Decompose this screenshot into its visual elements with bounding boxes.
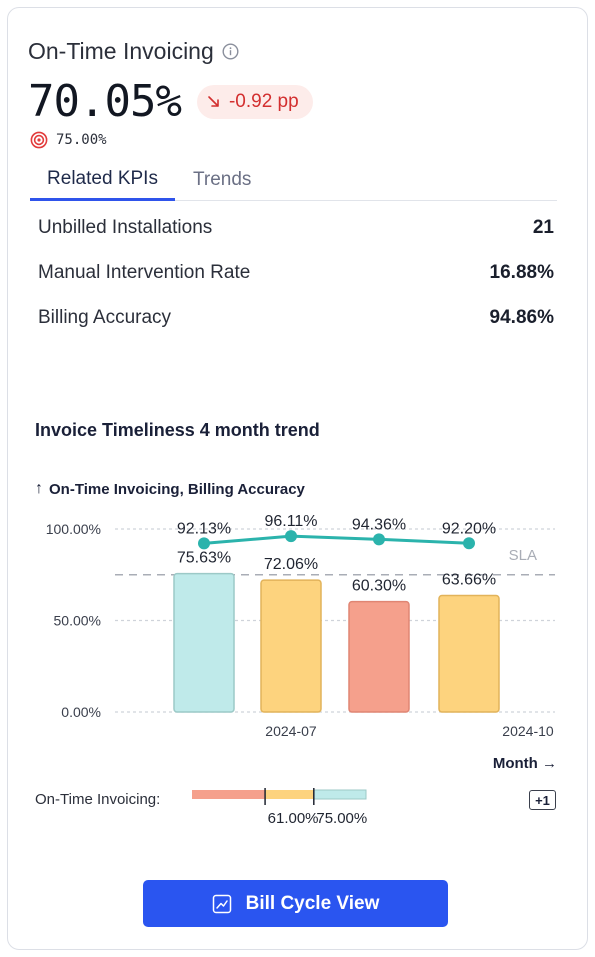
bar [348, 600, 410, 713]
arrow-up-icon: ↑ [35, 480, 43, 497]
bar-data-label: 72.06% [264, 556, 318, 573]
related-kpi-list: Unbilled Installations 21 Manual Interve… [38, 205, 554, 340]
kpi-row-billing-accuracy[interactable]: Billing Accuracy 94.86% [38, 295, 554, 340]
bar-data-label: 63.66% [442, 572, 496, 589]
line-point [285, 530, 297, 543]
kpi-row-value: 16.88% [489, 261, 554, 283]
kpi-current-value: 70.05% [28, 76, 182, 127]
threshold-segment-warn [265, 790, 314, 799]
kpi-value-row: 70.05% -0.92 pp [28, 76, 313, 127]
chart-icon [212, 894, 231, 913]
bar [173, 572, 235, 713]
tab-related-kpis[interactable]: Related KPIs [30, 160, 175, 201]
kpi-row-value: 94.86% [489, 306, 554, 328]
threshold-segment-good [313, 789, 367, 800]
series-caption: ↑ On-Time Invoicing, Billing Accuracy [35, 480, 305, 498]
y-tick-label: 0.00% [61, 704, 101, 720]
delta-badge: -0.92 pp [196, 84, 313, 119]
kpi-row-manual-intervention-rate[interactable]: Manual Intervention Rate 16.88% [38, 250, 554, 295]
y-tick-label: 50.00% [54, 613, 101, 629]
kpi-row-label: Billing Accuracy [38, 306, 172, 328]
line-point [373, 533, 385, 546]
target-row: 75.00% [30, 131, 107, 149]
bar-data-label: 75.63% [177, 550, 231, 567]
target-value: 75.00% [56, 132, 107, 148]
x-tick-label: 2024-10 [502, 723, 554, 739]
delta-value: -0.92 pp [228, 90, 299, 112]
trend-chart: 0.00% 50.00% 100.00% SLA 75.63% 72.06% 60.30% 6… [46, 513, 555, 827]
line-point [463, 537, 475, 550]
x-tick-label: 2024-07 [265, 723, 317, 739]
line-data-label: 94.36% [352, 516, 406, 533]
info-icon[interactable] [222, 43, 239, 60]
bar [260, 579, 322, 713]
kpi-row-label: Manual Intervention Rate [38, 261, 251, 283]
trend-section-title: Invoice Timeliness 4 month trend [35, 420, 320, 440]
sla-label: SLA [509, 547, 537, 564]
kpi-row-unbilled-installations[interactable]: Unbilled Installations 21 [38, 205, 554, 250]
threshold-segment-bad [192, 790, 266, 799]
series-caption-text: On-Time Invoicing, Billing Accuracy [49, 480, 305, 498]
billing-accuracy-line [203, 534, 470, 545]
kpi-title-row: On-Time Invoicing [28, 38, 239, 65]
bar-data-label: 60.30% [352, 578, 406, 595]
bill-cycle-view-label: Bill Cycle View [245, 892, 380, 914]
y-tick-label: 100.00% [46, 521, 101, 537]
tab-bar: Related KPIs Trends [30, 160, 557, 201]
more-series-badge[interactable]: +1 [529, 790, 556, 810]
trend-down-arrow-icon [208, 95, 219, 107]
threshold-low-label: 61.00% [268, 810, 319, 827]
kpi-title: On-Time Invoicing [28, 38, 214, 64]
bill-cycle-view-button[interactable]: Bill Cycle View [143, 880, 448, 927]
kpi-row-label: Unbilled Installations [38, 216, 213, 238]
line-point [198, 537, 210, 550]
threshold-high-label: 75.00% [316, 810, 367, 827]
tab-trends[interactable]: Trends [193, 169, 252, 190]
month-axis-link[interactable]: Month → [492, 755, 557, 772]
bar [438, 594, 500, 713]
line-data-label: 92.13% [177, 520, 231, 537]
threshold-legend-label: On-Time Invoicing: [35, 791, 161, 808]
target-icon [30, 131, 48, 149]
line-data-label: 92.20% [442, 520, 496, 537]
kpi-row-value: 21 [532, 216, 554, 238]
line-data-label: 96.11% [264, 513, 317, 530]
